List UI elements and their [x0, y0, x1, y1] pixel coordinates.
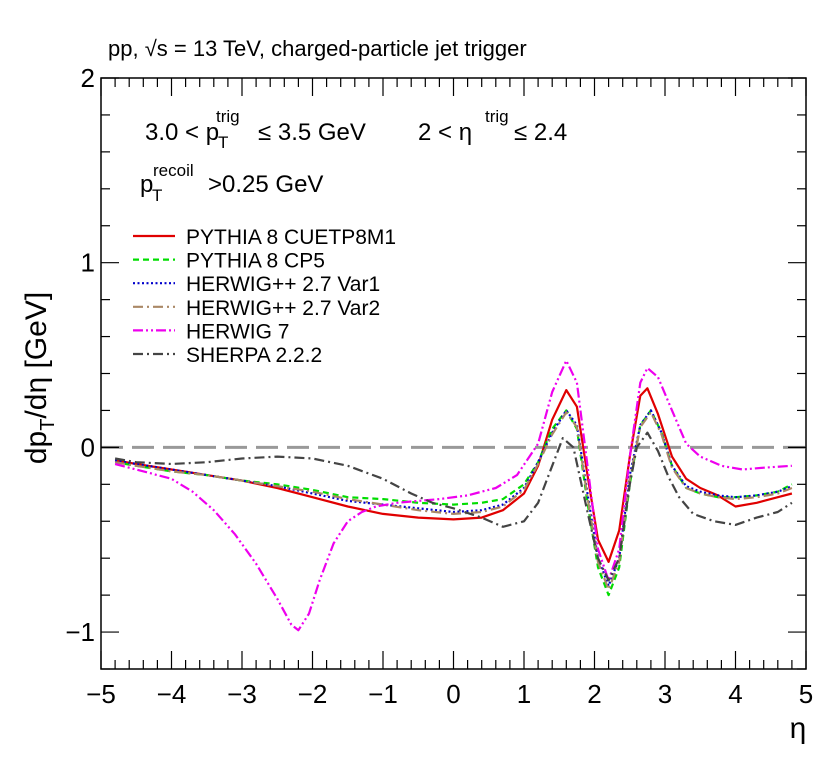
x-tick-label: −1: [368, 679, 398, 709]
y-axis-label-rest: /dη [GeV]: [20, 292, 53, 419]
y-tick-label: −1: [65, 617, 95, 647]
eta-sym-sup: trig: [485, 107, 509, 126]
x-tick-label: 4: [728, 679, 742, 709]
lt-sign-2: <: [438, 119, 452, 146]
legend-label-5: HERWIG 7: [186, 320, 289, 343]
y-axis-label-sub: T: [37, 419, 59, 431]
legend-label-3: HERWIG++ 2.7 Var1: [186, 273, 380, 296]
pt-trig-high: 3.5 GeV: [278, 119, 366, 146]
legend-label-2: PYTHIA 8 CP5: [186, 250, 325, 273]
plot-frame: [100, 77, 807, 670]
y-tick-label: 1: [81, 248, 95, 278]
series-line-4: [114, 411, 793, 591]
eta-trig-low: 2: [418, 119, 431, 146]
pt-trig-low: 3.0: [145, 119, 178, 146]
x-tick-label: −5: [86, 679, 116, 709]
axes-group: −5 −4 −3 −2 −1 0 1 2 3 4 5 −1 0 1 2: [65, 63, 813, 709]
x-tick-label: 1: [517, 679, 531, 709]
lt-sign: <: [185, 119, 199, 146]
y-tick-label: 2: [81, 63, 95, 93]
eta-trig-high: 2.4: [534, 119, 567, 146]
y-tick-label: 0: [81, 432, 95, 462]
series-line-6: [114, 431, 793, 582]
pt-recoil-cond: >0.25 GeV: [208, 171, 323, 198]
cut-annotation-trigger: 3.0 < pTtrig≤ 3.5 GeV 2 < ηtrig≤ 2.4: [145, 107, 567, 152]
legend-label-1: PYTHIA 8 CUETP8M1: [186, 226, 396, 249]
le-sign-1: ≤: [258, 119, 271, 146]
legend-label-6: SHERPA 2.2.2: [186, 344, 322, 367]
x-tick-label: −4: [157, 679, 187, 709]
pt-recoil-sup: recoil: [153, 161, 194, 180]
eta-sym: η: [459, 119, 472, 146]
x-axis-label: η: [790, 712, 807, 745]
legend-label-4: HERWIG++ 2.7 Var2: [186, 297, 380, 320]
chart-header: pp, √s = 13 TeV, charged-particle jet tr…: [108, 36, 527, 61]
cut-annotation-recoil: pTrecoil >0.25 GeV: [140, 161, 323, 205]
series-line-5: [114, 359, 792, 632]
pt-recoil-sub: T: [152, 186, 162, 205]
x-tick-label: 2: [587, 679, 601, 709]
pt-sym: p: [206, 119, 219, 146]
pt-sym-sup: trig: [216, 107, 240, 126]
x-tick-label: −3: [227, 679, 257, 709]
x-tick-label: 5: [799, 679, 813, 709]
y-axis-label: dpT/dη [GeV]: [20, 292, 59, 464]
y-axis-label-main: dp: [20, 431, 53, 464]
series-line-1: [114, 387, 793, 563]
x-tick-label: 3: [658, 679, 672, 709]
pt-sym-sub: T: [218, 133, 228, 152]
le-sign-2: ≤: [514, 119, 527, 146]
series-group: [114, 359, 793, 632]
x-tick-label: 0: [446, 679, 460, 709]
x-tick-label: −2: [298, 679, 328, 709]
series-line-2: [114, 409, 793, 597]
pt-recoil-sym: p: [140, 171, 153, 198]
